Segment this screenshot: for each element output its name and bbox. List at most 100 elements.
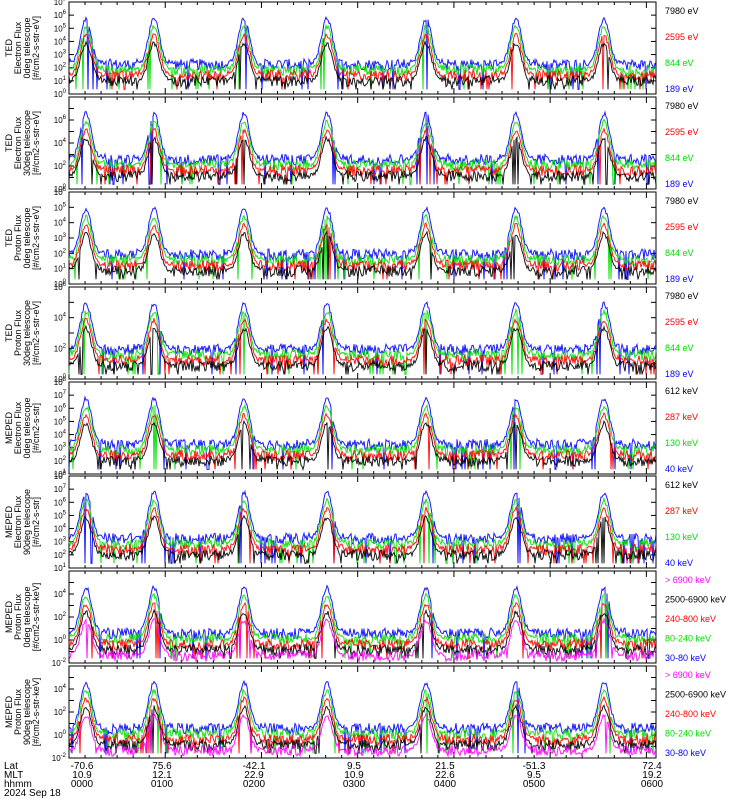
y-tick-label: 106	[54, 403, 67, 413]
legend-entry: 612 keV	[665, 386, 698, 396]
panel-frame	[68, 191, 657, 285]
y-tick-label: 107	[54, 484, 67, 494]
y-tick-label: 102	[54, 343, 67, 353]
y-tick-label: 101	[54, 563, 67, 573]
x-tick-label-hhmm: 0600	[641, 779, 664, 790]
y-axis-label-line: Electron Flux	[13, 116, 23, 169]
y-tick-label: 102	[54, 161, 67, 171]
y-axis-label-line: Proton Flux	[13, 309, 23, 356]
y-tick-label: 102	[54, 63, 67, 73]
y-tick-label: 104	[54, 589, 67, 599]
legend-entry: > 6900 keV	[665, 575, 711, 585]
panel-frame	[68, 381, 657, 475]
panel-4: 100 102 104 106 TED Proton Flux 30deg telescop…	[4, 282, 699, 384]
y-axis-label: MEPED Proton Flux 90deg telescope [#/cm2-s-…	[4, 678, 41, 747]
series-trace	[68, 713, 657, 758]
series-trace	[68, 23, 656, 90]
y-axis-label-line: TED	[4, 38, 14, 57]
y-tick-label: 105	[54, 416, 67, 426]
legend-entry: 130 keV	[665, 532, 698, 542]
y-tick-label: 106	[54, 187, 67, 197]
legend-entry: 189 eV	[665, 274, 694, 284]
y-axis-label: TED Electron Flux 0deg telescope [#/cm2-s-s…	[4, 16, 41, 80]
series-trace	[68, 135, 657, 185]
series-trace	[68, 307, 657, 375]
legend-entry: 287 keV	[665, 506, 698, 516]
legend-entry: 2595 eV	[665, 222, 699, 232]
y-tick-label: 105	[54, 510, 67, 520]
series-trace	[68, 584, 657, 659]
y-tick-label: 102	[54, 707, 67, 717]
legend-entry: 2595 eV	[665, 127, 699, 137]
legend-entry: 2595 eV	[665, 317, 699, 327]
series-trace	[68, 205, 657, 280]
x-tick-label-lat: 72.4	[642, 761, 662, 772]
legend-entry: 30-80 keV	[665, 748, 706, 758]
y-tick-label: 101	[54, 264, 67, 274]
panel-2: 100 102 104 106 TED Electron Flux 30deg telesc…	[4, 96, 699, 194]
x-tick-label-hhmm: 0500	[523, 779, 546, 790]
y-axis-label-line: 0deg telescope	[22, 17, 32, 78]
x-tick-label-mlt: 22.6	[435, 770, 455, 781]
y-tick-label: 104	[54, 430, 67, 440]
series-trace	[68, 592, 657, 659]
y-tick-label: 100	[54, 635, 67, 645]
mlt-row-label: MLT	[4, 770, 23, 781]
legend-entry: 844 eV	[665, 58, 694, 68]
y-tick-label: 105	[54, 23, 67, 33]
y-axis-label: TED Proton Flux 0deg telescope [#/cm2-s-str…	[4, 206, 41, 270]
legend-entry: 844 eV	[665, 153, 694, 163]
y-axis-label-line: MEPED	[4, 506, 14, 539]
panel-6: 101 102 103 104 105 106 107 108 MEPED Electron Fl…	[4, 471, 698, 573]
y-tick-label: 106	[54, 497, 67, 507]
series-trace	[68, 317, 657, 375]
y-axis-label-line: [#/cm2-s-str-keV]	[31, 583, 41, 652]
legend-entry: 2500-6900 keV	[665, 595, 726, 605]
x-tick-label-lat: 21.5	[435, 761, 455, 772]
y-tick-label: 101	[54, 469, 67, 479]
x-tick-label-mlt: 22.9	[244, 770, 264, 781]
lat-row-label: Lat	[4, 761, 18, 772]
series-trace	[68, 301, 657, 375]
x-tick-label-mlt: 19.2	[642, 770, 662, 781]
y-axis-label-line: 0deg telescope	[22, 586, 32, 647]
y-axis-label-line: [#/cm2-s-str-keV]	[31, 678, 41, 747]
y-axis-label-line: 90deg telescope	[22, 489, 32, 555]
series-trace	[68, 695, 657, 754]
y-tick-label: 103	[54, 50, 67, 60]
y-tick-label: 102	[54, 612, 67, 622]
y-tick-label: 100	[54, 184, 67, 194]
x-axis-footer: Lat MLT hhmm 2024 Sep 18 -70.610.9000075…	[4, 761, 664, 799]
legend-entry: 189 eV	[665, 84, 694, 94]
y-axis-label-line: MEPED	[4, 412, 14, 445]
date-label: 2024 Sep 18	[4, 788, 61, 799]
legend-entry: 7980 eV	[665, 196, 699, 206]
x-tick-label-lat: -51.3	[523, 761, 546, 772]
x-tick-label-lat: 9.5	[347, 761, 361, 772]
y-axis-label-line: [#/cm2-s-str]	[31, 497, 41, 547]
legend-entry: 287 keV	[665, 412, 698, 422]
y-tick-label: 103	[54, 233, 67, 243]
y-axis-label: MEPED Proton Flux 0deg telescope [#/cm2-s-s…	[4, 583, 41, 652]
series-trace	[68, 419, 657, 472]
series-trace	[68, 110, 657, 185]
y-axis-label-line: MEPED	[4, 696, 14, 729]
y-tick-label: 107	[54, 0, 67, 7]
x-tick-label-hhmm: 0100	[151, 779, 174, 790]
y-tick-label: 104	[54, 36, 67, 46]
legend-entry: 80-240 keV	[665, 729, 711, 739]
y-axis-label-line: 30deg telescope	[22, 110, 32, 176]
panel-1: 100 101 102 103 104 105 106 107 TED Electron Flux…	[4, 0, 699, 99]
legend-entry: 189 eV	[665, 369, 694, 379]
panel-frame	[68, 1, 657, 95]
y-axis-label-line: Electron Flux	[13, 495, 23, 548]
legend-entry: 7980 eV	[665, 6, 699, 16]
y-tick-label: 108	[54, 377, 67, 387]
y-tick-label: 105	[54, 202, 67, 212]
legend-entry: 189 eV	[665, 179, 694, 189]
legend-entry: 2595 eV	[665, 32, 699, 42]
y-axis-label-line: 90deg telescope	[22, 679, 32, 745]
panel-frame	[68, 475, 657, 569]
series-trace	[68, 687, 657, 754]
